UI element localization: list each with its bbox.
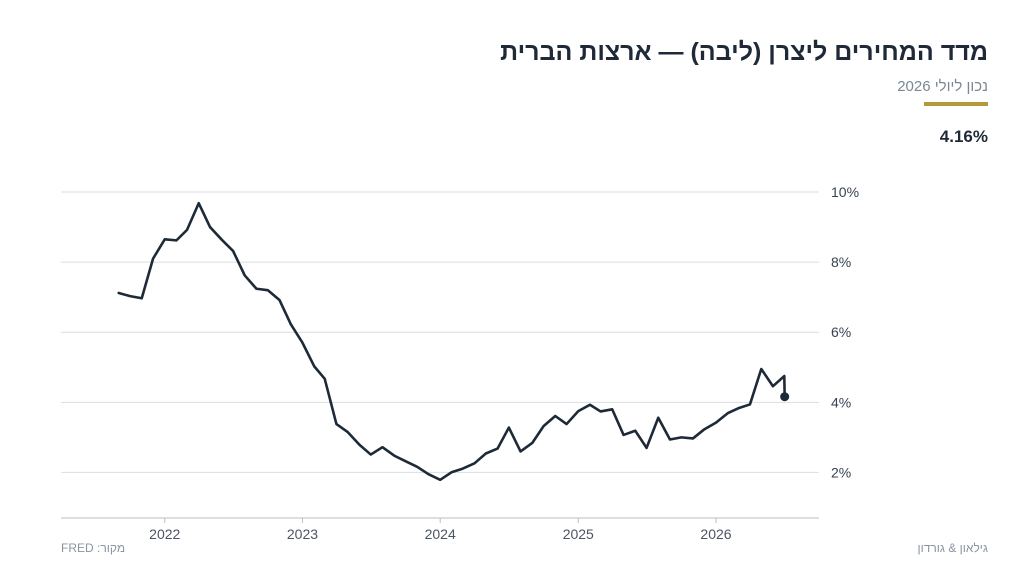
- y-tick-label-6: 6%: [831, 324, 851, 340]
- y-tick-labels: 2% 4% 6% 8% 10%: [831, 184, 859, 480]
- y-tick-label-8: 8%: [831, 254, 851, 270]
- y-tick-label-10: 10%: [831, 184, 859, 200]
- x-tick-label-2026: 2026: [700, 526, 731, 542]
- series-layer: [117, 201, 790, 482]
- last-point-marker: [780, 392, 790, 402]
- chart-subtitle: נכון ליולי 2026: [897, 78, 988, 95]
- gridlines: [61, 191, 819, 473]
- series-line-0: [117, 201, 786, 482]
- x-axis: [61, 517, 819, 523]
- chart-title: מדד המחירים ליצרן (ליבה) — ארצות הברית: [500, 38, 988, 66]
- x-tick-label-2023: 2023: [287, 526, 318, 542]
- y-tick-label-2: 2%: [831, 464, 851, 480]
- x-tick-label-2025: 2025: [563, 526, 594, 542]
- brand-name: גילאון & גורדון: [917, 541, 988, 555]
- source-note: מקור: FRED: [61, 541, 126, 555]
- x-tick-labels: 2022 2023 2024 2025 2026: [149, 526, 732, 542]
- x-tick-label-2024: 2024: [425, 526, 456, 542]
- y-tick-label-4: 4%: [831, 394, 851, 410]
- x-tick-label-2022: 2022: [149, 526, 180, 542]
- current-value: 4.16%: [939, 127, 988, 146]
- accent-bar: [924, 102, 988, 106]
